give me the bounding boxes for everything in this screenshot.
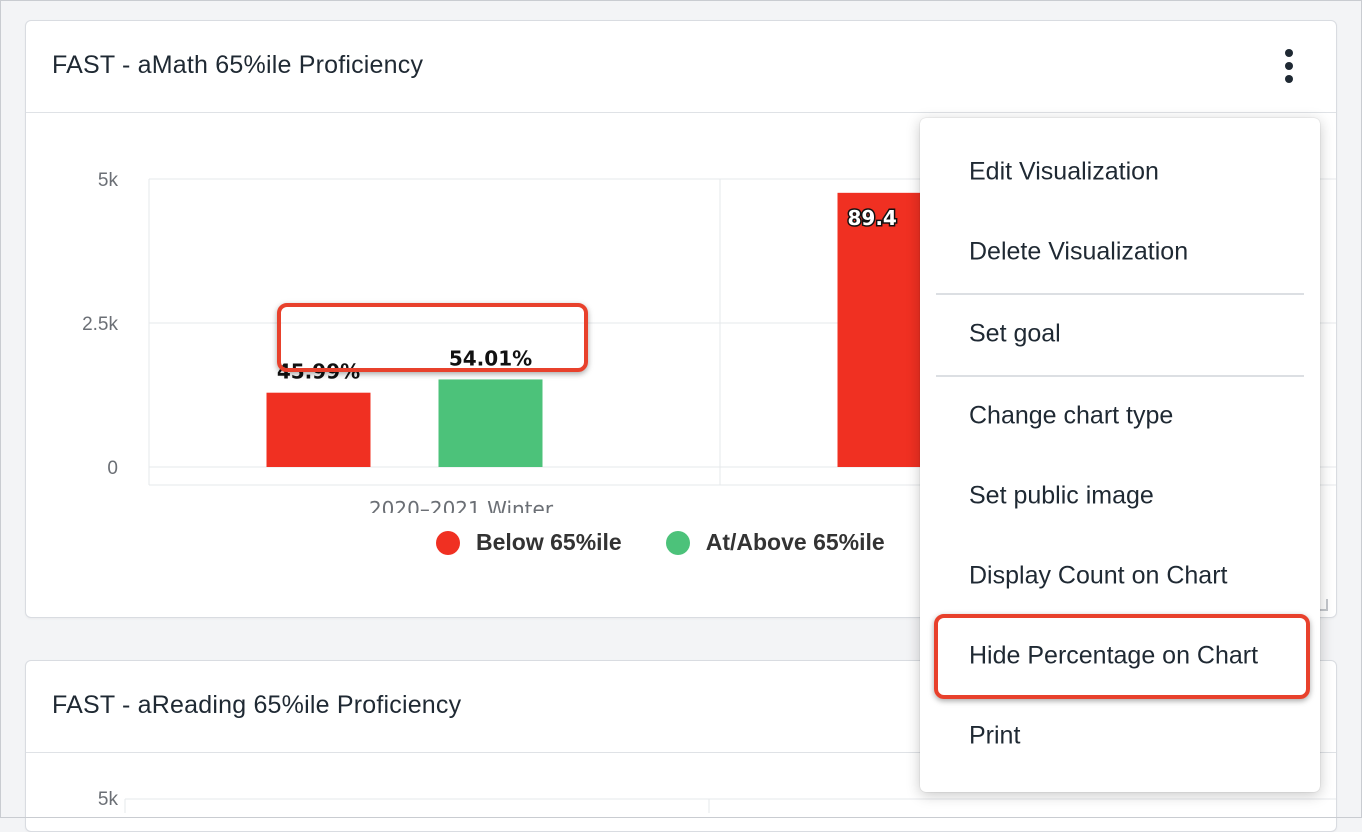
- menu-item-print[interactable]: Print: [920, 698, 1320, 778]
- legend-item-above[interactable]: At/Above 65%ile: [665, 529, 885, 556]
- menu-item-label: Print: [969, 721, 1021, 750]
- visualization-options-menu: Edit Visualization Delete Visualization …: [920, 118, 1320, 792]
- menu-item-label: Set goal: [969, 319, 1061, 348]
- x-tick-label: 2020–2021 Winter: [369, 497, 554, 513]
- legend-label-below: Below 65%ile: [476, 529, 622, 555]
- bar: [438, 379, 543, 467]
- legend-item-below[interactable]: Below 65%ile: [436, 529, 622, 556]
- menu-item-set-goal[interactable]: Set goal: [920, 296, 1320, 376]
- menu-item-label: Change chart type: [969, 401, 1174, 430]
- card-title: FAST - aMath 65%ile Proficiency: [52, 51, 424, 79]
- data-label: 89.4: [848, 206, 897, 230]
- menu-divider: [936, 293, 1304, 295]
- menu-divider: [936, 375, 1304, 377]
- menu-item-label: Delete Visualization: [969, 237, 1189, 266]
- legend-label-above: At/Above 65%ile: [705, 529, 885, 555]
- menu-item-label: Hide Percentage on Chart: [969, 641, 1259, 670]
- y-tick-label: 2.5k: [82, 314, 118, 335]
- menu-item-display-count[interactable]: Display Count on Chart: [920, 538, 1320, 618]
- percentage-labels-highlight: [277, 303, 588, 372]
- card-header: FAST - aReading 65%ile Proficiency: [26, 661, 1336, 753]
- bar-chart-reading: 5k: [98, 789, 1336, 813]
- resize-handle[interactable]: [1316, 599, 1328, 611]
- menu-item-label: Edit Visualization: [969, 157, 1159, 186]
- data-label: 54.01%: [449, 346, 532, 370]
- menu-item-change-chart-type[interactable]: Change chart type: [920, 378, 1320, 458]
- more-options-icon[interactable]: [1282, 49, 1296, 89]
- card-title: FAST - aReading 65%ile Proficiency: [52, 691, 462, 719]
- legend-dot-below: [436, 530, 460, 555]
- y-tick-label: 5k: [98, 170, 119, 191]
- y-tick-label: 0: [107, 458, 118, 479]
- menu-item-label: Display Count on Chart: [969, 561, 1228, 590]
- chart-legend: Below 65%ile At/Above 65%ile: [436, 529, 929, 556]
- y-tick-label: 5k: [98, 789, 119, 810]
- menu-item-set-public-image[interactable]: Set public image: [920, 458, 1320, 538]
- menu-item-label: Set public image: [969, 481, 1154, 510]
- card-header: FAST - aMath 65%ile Proficiency: [26, 21, 1336, 113]
- menu-item-delete-visualization[interactable]: Delete Visualization: [920, 214, 1320, 294]
- hide-percentage-highlight: [934, 614, 1310, 699]
- menu-item-edit-visualization[interactable]: Edit Visualization: [920, 134, 1320, 214]
- bar: [266, 392, 371, 467]
- legend-dot-above: [665, 530, 690, 555]
- menu-item-hide-percentage[interactable]: Hide Percentage on Chart: [920, 618, 1320, 698]
